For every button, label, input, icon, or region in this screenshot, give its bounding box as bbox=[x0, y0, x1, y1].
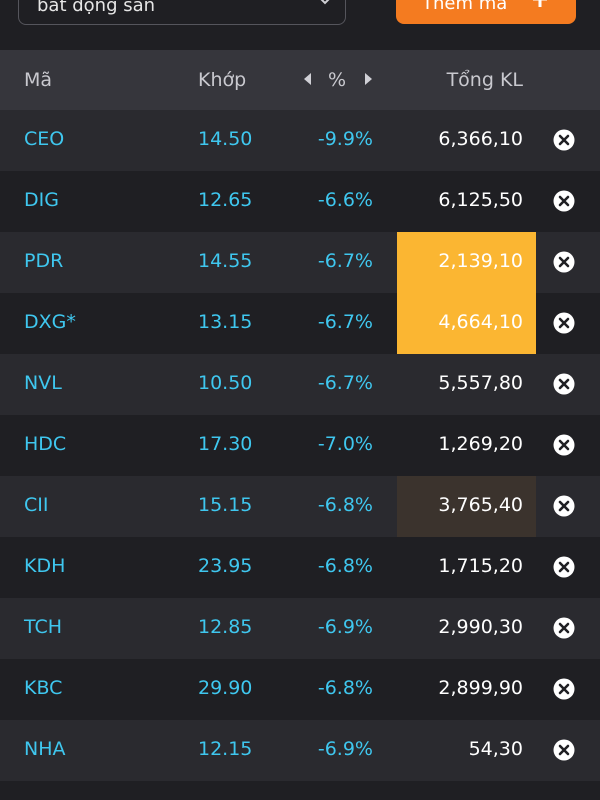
row-change: -9.9% bbox=[317, 128, 373, 150]
table-row[interactable]: DXG* 13.15 -6.7% 4,664,10 bbox=[0, 293, 600, 354]
header-price: Khớp bbox=[198, 69, 247, 91]
row-change: -6.7% bbox=[317, 311, 373, 333]
row-volume-cell: 2,139,10 bbox=[397, 232, 536, 293]
row-price: 14.55 bbox=[198, 250, 253, 272]
row-price: 12.65 bbox=[198, 189, 253, 211]
row-volume-cell: 6,366,10 bbox=[397, 110, 536, 171]
row-symbol[interactable]: KBC bbox=[24, 677, 63, 699]
row-volume: 1,269,20 bbox=[438, 433, 523, 455]
row-symbol[interactable]: DXG* bbox=[24, 311, 76, 333]
row-volume-cell: 3,765,40 bbox=[397, 476, 536, 537]
close-circle-icon[interactable] bbox=[553, 739, 575, 761]
close-circle-icon[interactable] bbox=[553, 312, 575, 334]
header-symbol: Mã bbox=[24, 69, 53, 91]
row-symbol[interactable]: CEO bbox=[24, 128, 65, 150]
table-row[interactable]: CEO 14.50 -9.9% 6,366,10 bbox=[0, 110, 600, 171]
row-symbol[interactable]: HDC bbox=[24, 433, 67, 455]
row-change: -6.9% bbox=[317, 738, 373, 760]
table-header: Mã Khớp % Tổng KL bbox=[0, 50, 600, 110]
row-volume-cell: 54,30 bbox=[397, 720, 536, 781]
row-change: -6.7% bbox=[317, 250, 373, 272]
close-circle-icon[interactable] bbox=[553, 129, 575, 151]
row-volume: 2,139,10 bbox=[438, 250, 523, 272]
row-price: 23.95 bbox=[198, 555, 253, 577]
row-volume: 6,125,50 bbox=[438, 189, 523, 211]
table-row[interactable]: KDH 23.95 -6.8% 1,715,20 bbox=[0, 537, 600, 598]
row-volume: 1,715,20 bbox=[438, 555, 523, 577]
table-row[interactable]: TCH 12.85 -6.9% 2,990,30 bbox=[0, 598, 600, 659]
row-symbol[interactable]: DIG bbox=[24, 189, 59, 211]
row-volume-cell: 2,899,90 bbox=[397, 659, 536, 720]
row-volume: 4,664,10 bbox=[438, 311, 523, 333]
row-volume: 3,765,40 bbox=[438, 494, 523, 516]
group-dropdown-label: bất động sản bbox=[37, 0, 156, 16]
watchlist-table: CEO 14.50 -9.9% 6,366,10 DIG 12.65 -6.6% 6,125,… bbox=[0, 110, 600, 781]
row-symbol[interactable]: NVL bbox=[24, 372, 62, 394]
row-price: 15.15 bbox=[198, 494, 253, 516]
table-row[interactable]: HDC 17.30 -7.0% 1,269,20 bbox=[0, 415, 600, 476]
row-volume: 2,899,90 bbox=[438, 677, 523, 699]
row-symbol[interactable]: CII bbox=[24, 494, 49, 516]
row-price: 29.90 bbox=[198, 677, 253, 699]
top-bar: bất động sản Thêm mã bbox=[0, 0, 600, 50]
row-volume: 2,990,30 bbox=[438, 616, 523, 638]
row-change: -7.0% bbox=[317, 433, 373, 455]
close-circle-icon[interactable] bbox=[553, 495, 575, 517]
row-volume-cell: 6,125,50 bbox=[397, 171, 536, 232]
group-dropdown[interactable]: bất động sản bbox=[18, 0, 346, 25]
row-volume-cell: 1,715,20 bbox=[397, 537, 536, 598]
row-volume-cell: 1,269,20 bbox=[397, 415, 536, 476]
table-row[interactable]: NVL 10.50 -6.7% 5,557,80 bbox=[0, 354, 600, 415]
row-change: -6.6% bbox=[317, 189, 373, 211]
close-circle-icon[interactable] bbox=[553, 434, 575, 456]
close-circle-icon[interactable] bbox=[553, 678, 575, 700]
add-symbol-button[interactable]: Thêm mã bbox=[396, 0, 576, 24]
row-change: -6.8% bbox=[317, 494, 373, 516]
row-change: -6.9% bbox=[317, 616, 373, 638]
table-row[interactable]: PDR 14.55 -6.7% 2,139,10 bbox=[0, 232, 600, 293]
caret-left-icon[interactable] bbox=[302, 72, 312, 86]
row-volume-cell: 4,664,10 bbox=[397, 293, 536, 354]
row-price: 12.15 bbox=[198, 738, 253, 760]
header-change: % bbox=[328, 69, 347, 91]
row-price: 17.30 bbox=[198, 433, 253, 455]
row-volume-cell: 5,557,80 bbox=[397, 354, 536, 415]
header-volume: Tổng KL bbox=[446, 69, 523, 91]
row-change: -6.8% bbox=[317, 677, 373, 699]
row-price: 14.50 bbox=[198, 128, 253, 150]
table-row[interactable]: KBC 29.90 -6.8% 2,899,90 bbox=[0, 659, 600, 720]
row-symbol[interactable]: NHA bbox=[24, 738, 66, 760]
close-circle-icon[interactable] bbox=[553, 617, 575, 639]
chevron-down-icon bbox=[320, 0, 330, 5]
plus-icon bbox=[533, 0, 547, 7]
close-circle-icon[interactable] bbox=[553, 373, 575, 395]
row-price: 12.85 bbox=[198, 616, 253, 638]
table-row[interactable]: NHA 12.15 -6.9% 54,30 bbox=[0, 720, 600, 781]
row-symbol[interactable]: TCH bbox=[24, 616, 63, 638]
table-row[interactable]: DIG 12.65 -6.6% 6,125,50 bbox=[0, 171, 600, 232]
caret-right-icon[interactable] bbox=[364, 72, 374, 86]
row-change: -6.7% bbox=[317, 372, 373, 394]
row-symbol[interactable]: PDR bbox=[24, 250, 64, 272]
close-circle-icon[interactable] bbox=[553, 190, 575, 212]
row-price: 13.15 bbox=[198, 311, 253, 333]
add-symbol-button-label: Thêm mã bbox=[422, 0, 508, 14]
row-volume: 5,557,80 bbox=[438, 372, 523, 394]
table-row[interactable]: CII 15.15 -6.8% 3,765,40 bbox=[0, 476, 600, 537]
close-circle-icon[interactable] bbox=[553, 251, 575, 273]
row-volume: 6,366,10 bbox=[438, 128, 523, 150]
row-symbol[interactable]: KDH bbox=[24, 555, 66, 577]
row-volume-cell: 2,990,30 bbox=[397, 598, 536, 659]
close-circle-icon[interactable] bbox=[553, 556, 575, 578]
row-volume: 54,30 bbox=[468, 738, 523, 760]
row-price: 10.50 bbox=[198, 372, 253, 394]
row-change: -6.8% bbox=[317, 555, 373, 577]
